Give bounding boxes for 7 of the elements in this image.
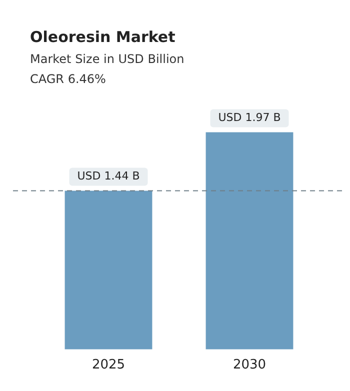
data-label: USD 1.97 B <box>218 111 281 124</box>
x-tick-label: 2030 <box>232 358 266 373</box>
text: CAGR 6.46% <box>30 72 107 86</box>
data-label: USD 1.44 B <box>77 170 140 183</box>
chart-title: Oleoresin Market <box>30 28 176 46</box>
x-tick-label: 2025 <box>92 358 126 373</box>
chart-subtitle: Market Size in USD Billion <box>30 52 184 66</box>
